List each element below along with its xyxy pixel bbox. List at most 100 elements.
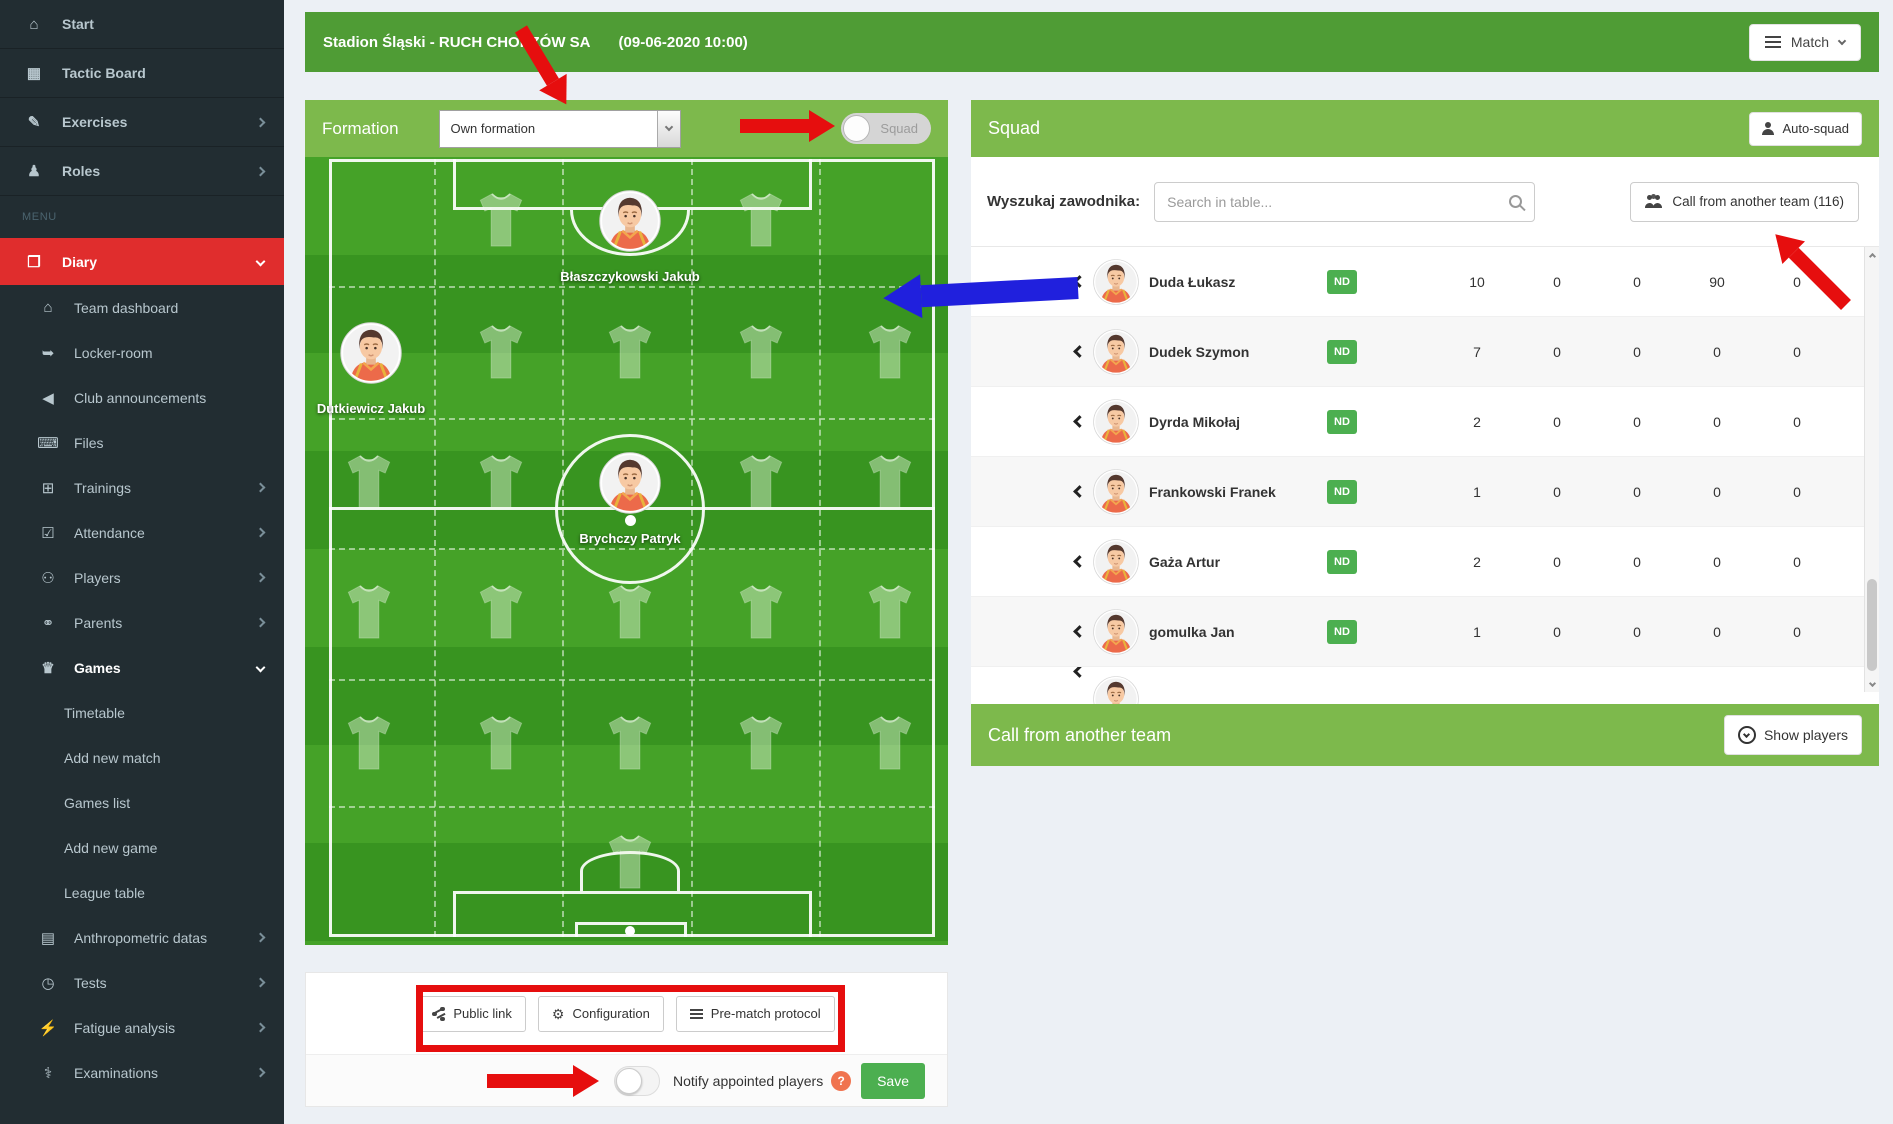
- sidebar-item-exercises[interactable]: ✎ Exercises: [0, 98, 284, 147]
- sidebar-item-files[interactable]: ⌨ Files: [0, 420, 284, 465]
- empty-position-jersey[interactable]: [863, 714, 917, 772]
- empty-position-jersey[interactable]: [474, 323, 528, 381]
- empty-position-jersey[interactable]: [603, 323, 657, 381]
- search-input[interactable]: [1155, 182, 1535, 221]
- field-player-avatar[interactable]: [599, 452, 661, 514]
- public-link-button[interactable]: Public link: [418, 995, 526, 1032]
- empty-position-jersey[interactable]: [734, 714, 788, 772]
- chevron-right-icon: [255, 572, 266, 583]
- chevron-right-icon: [255, 482, 266, 493]
- sidebar-item-add-new-match[interactable]: Add new match: [0, 735, 284, 780]
- formation-select[interactable]: Own formation: [438, 109, 681, 148]
- player-row[interactable]: Dyrda Mikołaj ND 2 0 0 0 0: [971, 387, 1879, 457]
- sidebar-item-add-new-game[interactable]: Add new game: [0, 825, 284, 870]
- empty-position-jersey[interactable]: [734, 323, 788, 381]
- configuration-button[interactable]: ⚙ Configuration: [537, 995, 664, 1032]
- select-arrow-icon[interactable]: [656, 110, 680, 147]
- match-menu-button[interactable]: Match: [1748, 23, 1861, 61]
- sidebar-item-team-dashboard[interactable]: ⌂ Team dashboard: [0, 285, 284, 330]
- notify-players-toggle[interactable]: [614, 1065, 660, 1096]
- list-icon: [689, 1008, 703, 1019]
- formation-field[interactable]: Błaszczykowski Jakub Dutkiewicz Jakub: [305, 157, 948, 945]
- stat-value: 90: [1709, 273, 1725, 290]
- player-row-partial[interactable]: [971, 667, 1879, 704]
- match-title: Stadion Śląski - RUCH CHORZÓW SA: [323, 33, 591, 51]
- empty-position-jersey[interactable]: [474, 191, 528, 249]
- empty-position-jersey[interactable]: [342, 714, 396, 772]
- goal-box: [575, 922, 687, 937]
- squad-toggle[interactable]: Squad: [841, 113, 931, 144]
- empty-position-jersey[interactable]: [474, 714, 528, 772]
- chevron-right-icon: [255, 977, 266, 988]
- sidebar-item-games[interactable]: ♛ Games: [0, 645, 284, 690]
- toggle-knob: [843, 115, 870, 142]
- sidebar-item-tests[interactable]: ◷ Tests: [0, 960, 284, 1005]
- sidebar-item-roles[interactable]: ♟ Roles: [0, 147, 284, 196]
- scrollbar-thumb[interactable]: [1867, 579, 1877, 671]
- prematch-protocol-button[interactable]: Pre-match protocol: [675, 995, 835, 1032]
- sidebar-item-anthropometric-datas[interactable]: ▤ Anthropometric datas: [0, 915, 284, 960]
- sidebar-item-start[interactable]: ⌂ Start: [0, 0, 284, 49]
- chevron-down-icon: [255, 662, 266, 673]
- stat-value: 0: [1793, 343, 1801, 360]
- player-row[interactable]: Gaża Artur ND 2 0 0 0 0: [971, 527, 1879, 597]
- collapse-chevron-icon[interactable]: [1073, 485, 1086, 498]
- chevron-right-icon: [255, 932, 266, 943]
- scroll-up-icon[interactable]: [1865, 247, 1880, 262]
- field-player-avatar[interactable]: [599, 190, 661, 252]
- sidebar-item-club-announcements[interactable]: ◀ Club announcements: [0, 375, 284, 420]
- collapse-chevron-icon[interactable]: [1073, 415, 1086, 428]
- empty-position-jersey[interactable]: [863, 453, 917, 511]
- sidebar-item-label: Roles: [62, 163, 101, 179]
- empty-position-jersey[interactable]: [734, 583, 788, 641]
- sidebar: ⌂ Start ▦ Tactic Board ✎ Exercises ♟ Roles MENU ❒…: [0, 0, 284, 1124]
- player-row[interactable]: Dudek Szymon ND 7 0 0 0 0: [971, 317, 1879, 387]
- clock-icon: ◷: [41, 974, 55, 992]
- sidebar-item-parents[interactable]: ⚭ Parents: [0, 600, 284, 645]
- empty-position-jersey[interactable]: [603, 833, 657, 891]
- call-from-another-team-button[interactable]: Call from another team (116): [1630, 181, 1859, 222]
- collapse-chevron-icon[interactable]: [1073, 345, 1086, 358]
- sidebar-item-fatigue-analysis[interactable]: ⚡ Fatigue analysis: [0, 1005, 284, 1050]
- empty-position-jersey[interactable]: [342, 583, 396, 641]
- diary-icon: ❒: [27, 253, 41, 271]
- empty-position-jersey[interactable]: [603, 714, 657, 772]
- sidebar-item-timetable[interactable]: Timetable: [0, 690, 284, 735]
- sidebar-item-label: Games: [74, 659, 121, 676]
- empty-position-jersey[interactable]: [474, 583, 528, 641]
- collapse-chevron-icon[interactable]: [1073, 555, 1086, 568]
- player-row[interactable]: Frankowski Franek ND 1 0 0 0 0: [971, 457, 1879, 527]
- sidebar-item-league-table[interactable]: League table: [0, 870, 284, 915]
- player-row[interactable]: gomulka Jan ND 1 0 0 0 0: [971, 597, 1879, 667]
- player-row[interactable]: Duda Łukasz ND 10 0 0 90 0: [971, 247, 1879, 317]
- tactic-board-icon: ▦: [26, 65, 42, 82]
- hamburger-icon: [1764, 36, 1781, 48]
- empty-position-jersey[interactable]: [734, 453, 788, 511]
- save-button[interactable]: Save: [861, 1062, 925, 1099]
- status-badge: ND: [1327, 339, 1357, 364]
- sidebar-item-games-list[interactable]: Games list: [0, 780, 284, 825]
- table-scrollbar[interactable]: [1864, 247, 1879, 692]
- help-icon[interactable]: ?: [831, 1070, 852, 1091]
- empty-position-jersey[interactable]: [863, 323, 917, 381]
- empty-position-jersey[interactable]: [342, 453, 396, 511]
- sidebar-item-trainings[interactable]: ⊞ Trainings: [0, 465, 284, 510]
- sidebar-item-players[interactable]: ⚇ Players: [0, 555, 284, 600]
- sidebar-item-locker-room[interactable]: ➥ Locker-room: [0, 330, 284, 375]
- sidebar-item-examinations[interactable]: ⚕ Examinations: [0, 1050, 284, 1095]
- empty-position-jersey[interactable]: [863, 583, 917, 641]
- collapse-chevron-icon[interactable]: [1073, 625, 1086, 638]
- collapse-chevron-icon[interactable]: [1073, 275, 1086, 288]
- sidebar-item-tactic-board[interactable]: ▦ Tactic Board: [0, 49, 284, 98]
- auto-squad-button[interactable]: Auto-squad: [1748, 111, 1862, 146]
- scroll-down-icon[interactable]: [1865, 677, 1880, 692]
- empty-position-jersey[interactable]: [474, 453, 528, 511]
- status-badge: ND: [1327, 479, 1357, 504]
- sidebar-item-diary[interactable]: ❒ Diary: [0, 238, 284, 285]
- empty-position-jersey[interactable]: [734, 191, 788, 249]
- field-player-avatar[interactable]: [340, 322, 402, 384]
- sidebar-item-label: Diary: [62, 253, 98, 270]
- show-players-button[interactable]: Show players: [1723, 715, 1862, 755]
- empty-position-jersey[interactable]: [603, 583, 657, 641]
- sidebar-item-attendance[interactable]: ☑ Attendance: [0, 510, 284, 555]
